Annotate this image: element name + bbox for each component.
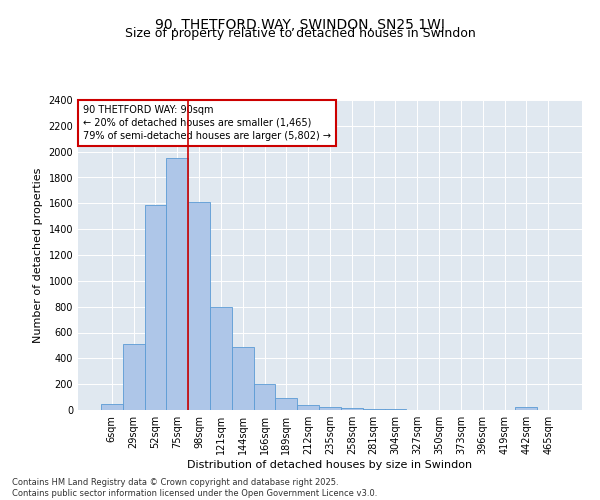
Text: 90, THETFORD WAY, SWINDON, SN25 1WJ: 90, THETFORD WAY, SWINDON, SN25 1WJ [155,18,445,32]
Text: 90 THETFORD WAY: 90sqm
← 20% of detached houses are smaller (1,465)
79% of semi-: 90 THETFORD WAY: 90sqm ← 20% of detached… [83,104,331,141]
Bar [101,404,123,410]
Text: Size of property relative to detached houses in Swindon: Size of property relative to detached ho… [125,28,475,40]
Bar [145,204,166,410]
Bar [123,344,145,410]
Bar [515,408,537,410]
Bar [363,409,385,410]
Y-axis label: Number of detached properties: Number of detached properties [33,168,43,342]
X-axis label: Distribution of detached houses by size in Swindon: Distribution of detached houses by size … [187,460,473,470]
Bar [319,407,341,410]
Bar [166,158,188,410]
Bar [275,398,297,410]
Bar [254,384,275,410]
Bar [188,202,210,410]
Bar [297,405,319,410]
Text: Contains HM Land Registry data © Crown copyright and database right 2025.
Contai: Contains HM Land Registry data © Crown c… [12,478,377,498]
Bar [210,306,232,410]
Bar [232,346,254,410]
Bar [341,408,363,410]
